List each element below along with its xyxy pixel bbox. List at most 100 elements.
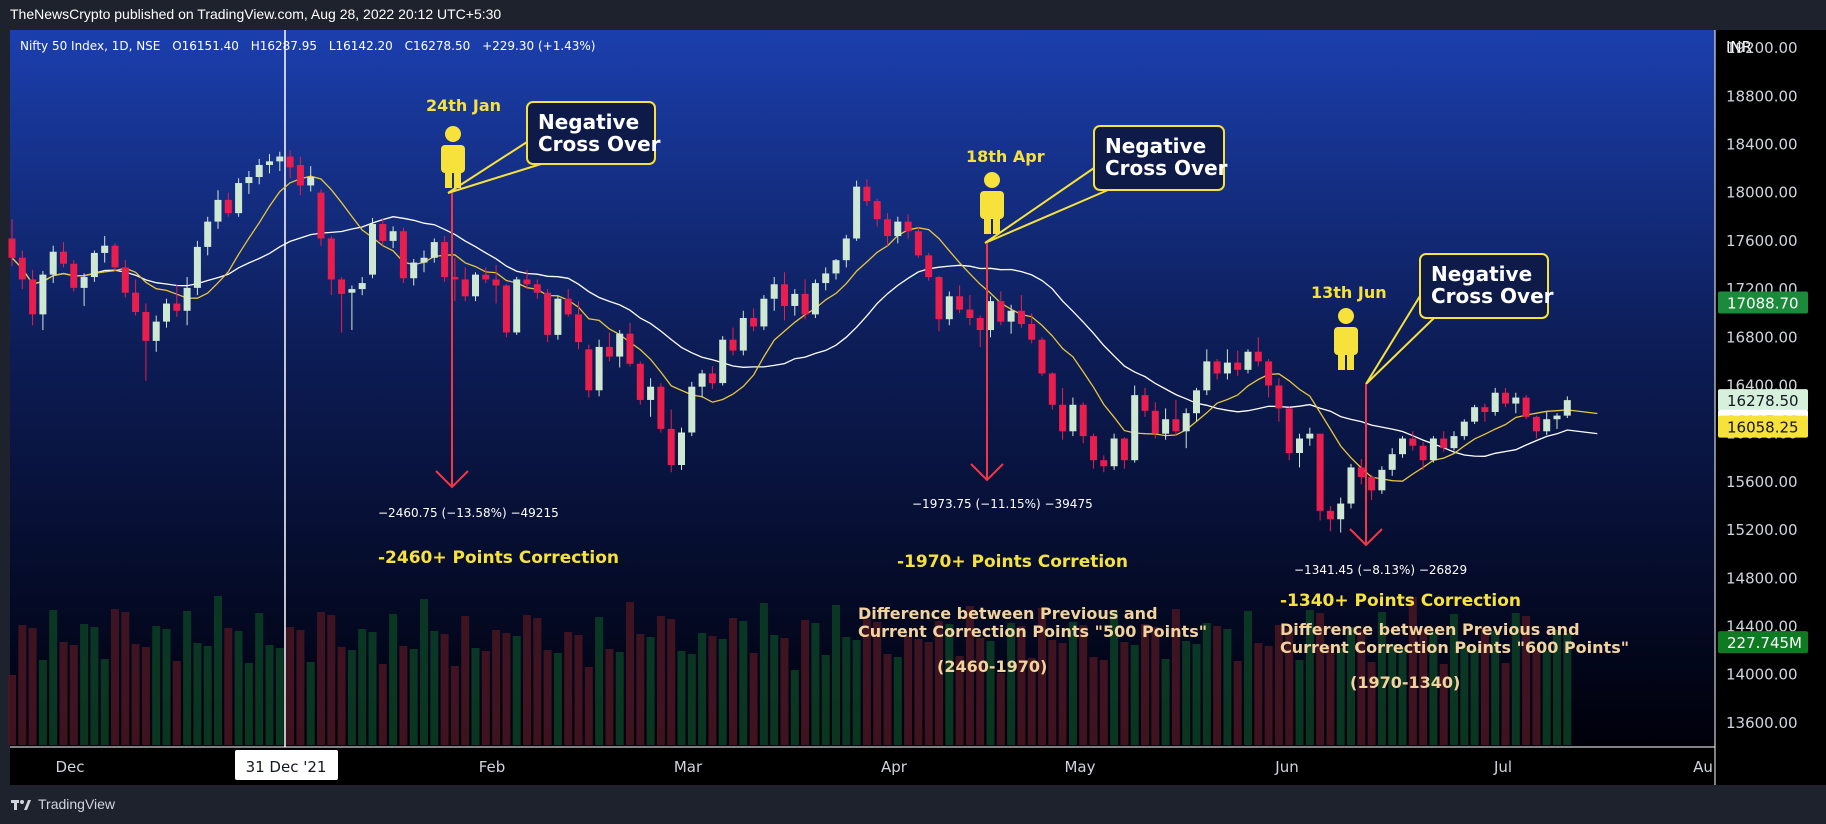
volume-bar — [1377, 612, 1386, 745]
candle-body — [739, 318, 747, 351]
volume-bar — [1398, 647, 1407, 745]
candle-body — [1388, 454, 1396, 470]
candle-body — [595, 346, 603, 391]
volume-bar — [1130, 645, 1139, 745]
candle — [1399, 436, 1406, 458]
candle-body — [266, 161, 273, 165]
volume-bar — [317, 612, 325, 745]
candle-body — [1460, 421, 1468, 437]
candle — [523, 269, 531, 290]
candle — [1409, 431, 1417, 451]
candle — [688, 381, 696, 437]
volume-bar — [234, 631, 243, 745]
volume-bar — [471, 648, 480, 745]
candle-body — [1254, 351, 1262, 362]
candle — [1450, 431, 1458, 451]
candle-body — [1306, 433, 1314, 439]
volume-bar — [935, 621, 943, 745]
candle-body — [1502, 392, 1509, 404]
volume-bar — [1367, 662, 1376, 745]
candle — [1059, 387, 1067, 440]
volume-bar — [770, 635, 779, 745]
candle — [1460, 419, 1468, 440]
candle-body — [132, 292, 140, 312]
volume-bar — [1079, 625, 1088, 745]
volume-bar — [1244, 611, 1252, 745]
candle — [1110, 433, 1118, 470]
candle — [1553, 413, 1561, 429]
x-tick-label: Jun — [1274, 758, 1298, 776]
candle-body — [1141, 395, 1149, 411]
candle-body — [389, 231, 397, 241]
candle — [482, 267, 490, 284]
volume-bar — [1357, 630, 1366, 745]
volume-bar — [38, 660, 47, 745]
candle-body — [698, 373, 706, 387]
candle-body — [29, 279, 37, 315]
candle — [1017, 295, 1025, 328]
correction-label: -2460+ Points Correction — [378, 548, 619, 568]
candle-body — [513, 279, 521, 333]
diff-note-text: Current Correction Points "600 Points" — [1280, 638, 1629, 657]
candle-body — [214, 199, 222, 222]
candle — [987, 296, 994, 338]
candle — [647, 378, 655, 417]
candle — [1254, 337, 1262, 367]
candle — [760, 295, 768, 331]
candle-body — [616, 333, 624, 357]
event-date-label: 13th Jun — [1311, 283, 1387, 302]
candle-body — [1151, 410, 1159, 434]
volume-bar — [1553, 630, 1561, 745]
volume-bar — [337, 647, 346, 745]
x-tick-label: Feb — [479, 758, 506, 776]
candle — [18, 250, 26, 290]
candle-body — [1234, 362, 1242, 370]
volume-bar — [821, 655, 830, 745]
volume-bar — [450, 666, 459, 745]
person-leg — [993, 217, 1000, 234]
candle-body — [90, 252, 98, 278]
candle — [1429, 436, 1437, 463]
volume-bar — [564, 632, 573, 745]
volume-bar — [595, 617, 604, 745]
candle-body — [1429, 438, 1437, 461]
volume-bar — [687, 654, 696, 745]
candle-body — [276, 156, 284, 162]
callout-pointer — [984, 189, 1109, 244]
candle-body — [626, 333, 634, 364]
candle — [451, 257, 459, 302]
candle-body — [193, 246, 201, 288]
candle — [575, 301, 582, 350]
candle — [1244, 349, 1252, 374]
volume-bar — [111, 609, 119, 745]
volume-bar — [203, 646, 212, 745]
x-tick-label: Au — [1693, 758, 1713, 776]
x-tick-label: Mar — [674, 758, 703, 776]
volume-bar — [1480, 628, 1489, 745]
candle-body — [338, 279, 346, 294]
candle-body — [554, 298, 562, 335]
candle-body — [399, 231, 407, 279]
candle-body — [832, 260, 840, 274]
candle-body — [1326, 510, 1334, 520]
crosshair-date-label: 31 Dec '21 — [246, 758, 327, 776]
price-axis[interactable]: 19200.00 18800.00 18400.00 18000.00 17600.00… — [1726, 39, 1798, 732]
candle — [1182, 408, 1190, 449]
time-axis[interactable]: Dec Feb Mar Apr May Jun Jul Au 31 Dec '21 — [55, 750, 1713, 780]
candle — [60, 242, 67, 268]
candle — [399, 227, 407, 284]
candle-body — [719, 339, 727, 384]
volume-bar — [28, 628, 37, 745]
volume-bar — [121, 612, 130, 745]
volume-bar — [904, 636, 913, 745]
candle-body — [822, 273, 830, 284]
tradingview-logo-icon — [11, 800, 31, 810]
person-head — [984, 172, 1000, 188]
candle — [1275, 378, 1283, 422]
candle-body — [1162, 419, 1170, 434]
candle — [1357, 458, 1365, 485]
volume-bar — [275, 648, 284, 745]
candle — [286, 150, 294, 179]
candle — [1440, 431, 1448, 452]
